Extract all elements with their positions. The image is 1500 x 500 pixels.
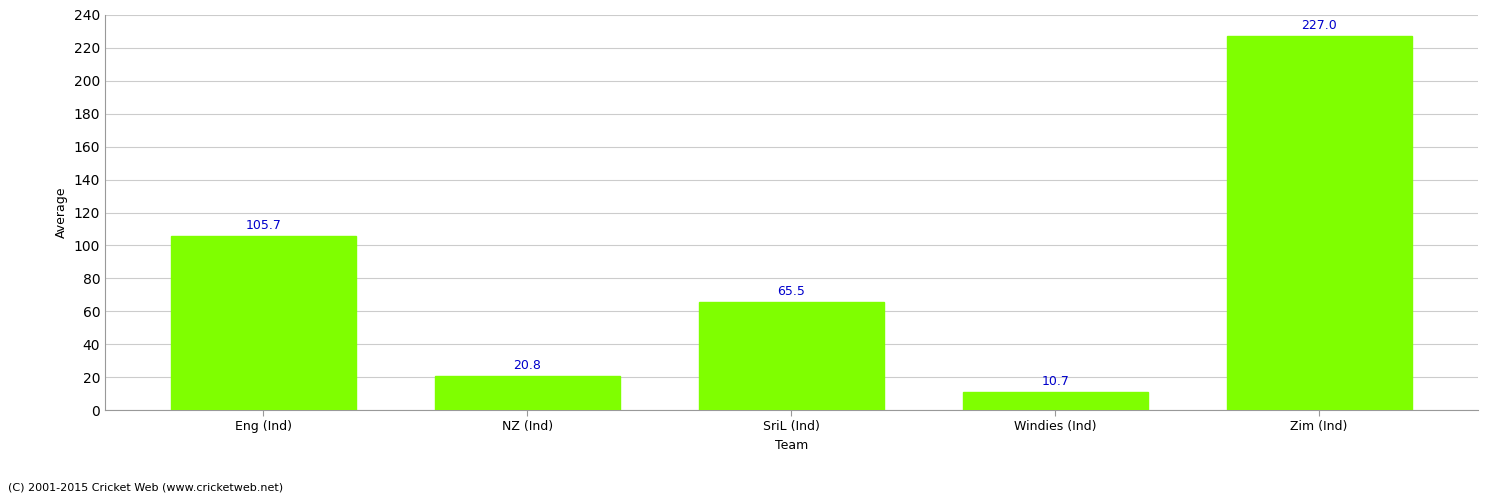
Bar	[435, 376, 620, 410]
X-axis label: Team: Team	[774, 439, 808, 452]
Text: 65.5: 65.5	[777, 285, 806, 298]
Text: 10.7: 10.7	[1041, 376, 1070, 388]
Bar	[1227, 36, 1412, 410]
Text: 105.7: 105.7	[246, 219, 282, 232]
Bar	[963, 392, 1148, 410]
Y-axis label: Average: Average	[56, 186, 68, 238]
Text: 20.8: 20.8	[513, 358, 542, 372]
Bar	[699, 302, 883, 410]
Bar	[171, 236, 356, 410]
Text: 227.0: 227.0	[1302, 20, 1336, 32]
Text: (C) 2001-2015 Cricket Web (www.cricketweb.net): (C) 2001-2015 Cricket Web (www.cricketwe…	[8, 482, 282, 492]
